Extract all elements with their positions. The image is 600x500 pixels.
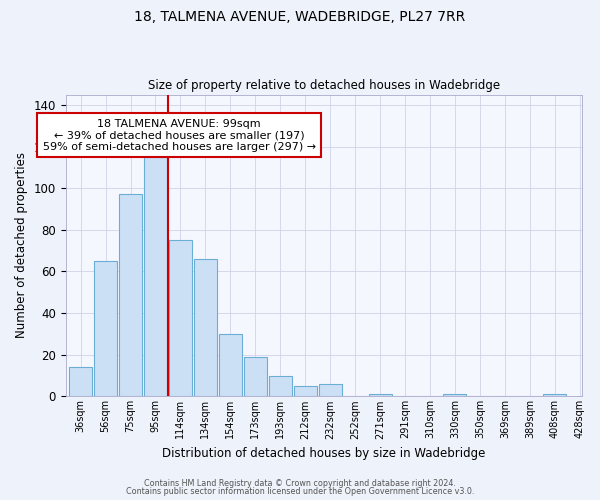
Title: Size of property relative to detached houses in Wadebridge: Size of property relative to detached ho…	[148, 79, 500, 92]
Bar	[219, 334, 242, 396]
X-axis label: Distribution of detached houses by size in Wadebridge: Distribution of detached houses by size …	[162, 447, 485, 460]
Bar	[94, 261, 117, 396]
Y-axis label: Number of detached properties: Number of detached properties	[15, 152, 28, 338]
Bar	[368, 394, 392, 396]
Text: 18 TALMENA AVENUE: 99sqm
← 39% of detached houses are smaller (197)
59% of semi-: 18 TALMENA AVENUE: 99sqm ← 39% of detach…	[43, 118, 316, 152]
Bar	[194, 259, 217, 396]
Bar	[169, 240, 192, 396]
Bar	[144, 157, 167, 396]
Bar	[443, 394, 466, 396]
Text: 18, TALMENA AVENUE, WADEBRIDGE, PL27 7RR: 18, TALMENA AVENUE, WADEBRIDGE, PL27 7RR	[134, 10, 466, 24]
Bar	[269, 376, 292, 396]
Text: Contains public sector information licensed under the Open Government Licence v3: Contains public sector information licen…	[126, 487, 474, 496]
Bar	[69, 367, 92, 396]
Bar	[244, 357, 267, 397]
Bar	[319, 384, 341, 396]
Bar	[544, 394, 566, 396]
Bar	[294, 386, 317, 396]
Text: Contains HM Land Registry data © Crown copyright and database right 2024.: Contains HM Land Registry data © Crown c…	[144, 478, 456, 488]
Bar	[119, 194, 142, 396]
